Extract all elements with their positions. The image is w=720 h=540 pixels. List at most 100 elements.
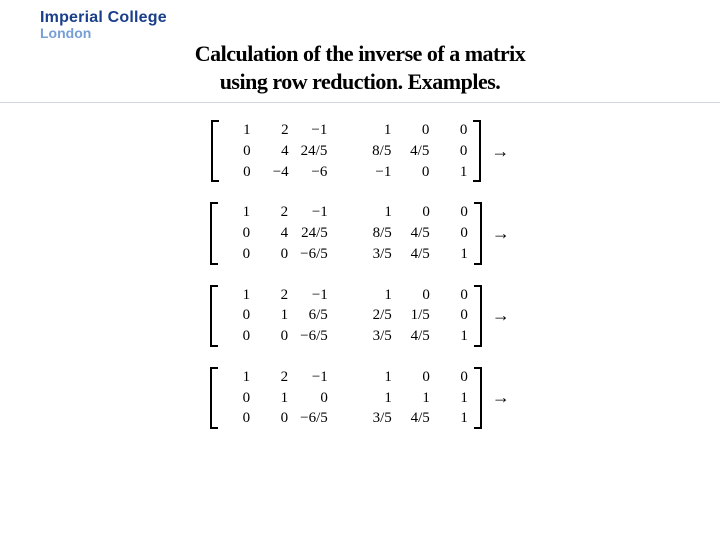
matrix-cell: 0 [436,223,474,244]
matrix-gap [334,223,360,244]
matrix-cell: 0 [398,285,436,306]
matrix-cell: 2 [256,202,294,223]
matrix-cell: −6 [295,162,334,183]
matrix-cell: −4 [257,162,295,183]
matrix-cell: 0 [218,223,256,244]
arrow-icon: → [490,305,510,326]
matrix-cell: −6/5 [294,244,334,265]
matrix-gap [334,285,360,306]
matrix-cell: 3/5 [360,326,398,347]
left-bracket [210,202,218,264]
title-line-2: using row reduction. Examples. [220,69,501,94]
augmented-matrix: 12−110001011100−6/53/54/51 [218,367,474,429]
header-divider [0,102,720,103]
matrix-cell: 4 [256,223,294,244]
matrix-cell: 1/5 [398,305,436,326]
matrix-cell: 2/5 [360,305,398,326]
bracketed-matrix: 12−11000424/58/54/500−4−6−101 [211,120,482,182]
matrix-steps: 12−11000424/58/54/500−4−6−101→12−1100042… [0,120,720,429]
matrix-cell: 4/5 [397,141,435,162]
matrix-gap [334,305,360,326]
matrix-cell: 0 [218,244,256,265]
matrix-cell: 1 [360,285,398,306]
matrix-cell: 0 [397,120,435,141]
matrix-gap [334,202,360,223]
matrix-step: 12−11000424/58/54/5000−6/53/54/51→ [210,202,510,264]
arrow-icon: → [489,141,509,162]
matrix-cell: 1 [218,202,256,223]
matrix-cell: 4/5 [398,326,436,347]
matrix-cell: 0 [397,162,435,183]
bracketed-matrix: 12−110001011100−6/53/54/51 [210,367,482,429]
matrix-step: 12−1100016/52/51/5000−6/53/54/51→ [210,285,510,347]
matrix-row: 0−4−6−101 [219,162,474,183]
matrix-cell: 0 [436,305,474,326]
matrix-cell: 1 [435,162,473,183]
augmented-matrix: 12−11000424/58/54/5000−6/53/54/51 [218,202,474,264]
augmented-matrix: 12−11000424/58/54/500−4−6−101 [219,120,474,182]
matrix-cell: 0 [256,408,294,429]
matrix-cell: 0 [218,326,256,347]
matrix-cell: 0 [256,244,294,265]
slide-title: Calculation of the inverse of a matrix u… [195,40,526,95]
right-bracket [474,285,482,347]
matrix-cell: 0 [218,408,256,429]
matrix-cell: 8/5 [360,223,398,244]
right-bracket [474,367,482,429]
matrix-row: 00−6/53/54/51 [218,408,474,429]
matrix-cell: 1 [436,388,474,409]
right-bracket [474,202,482,264]
matrix-cell: 1 [218,367,256,388]
matrix-cell: −1 [294,202,334,223]
matrix-gap [334,388,360,409]
matrix-gap [334,408,360,429]
matrix-row: 0424/58/54/50 [218,223,474,244]
matrix-cell: 1 [359,120,397,141]
matrix-cell: 2 [256,367,294,388]
matrix-cell: 0 [398,367,436,388]
matrix-cell: 24/5 [294,223,334,244]
matrix-row: 016/52/51/50 [218,305,474,326]
matrix-cell: 1 [360,202,398,223]
arrow-icon: → [490,387,510,408]
matrix-cell: 0 [398,202,436,223]
matrix-gap [333,162,359,183]
matrix-cell: 1 [219,120,257,141]
matrix-row: 12−1100 [218,202,474,223]
matrix-cell: 1 [436,244,474,265]
slide: Imperial College London Calculation of t… [0,0,720,540]
matrix-cell: −1 [294,367,334,388]
matrix-cell: 8/5 [359,141,397,162]
matrix-cell: 6/5 [294,305,334,326]
left-bracket [210,367,218,429]
matrix-cell: 0 [435,141,473,162]
matrix-cell: 0 [435,120,473,141]
matrix-row: 12−1100 [219,120,474,141]
matrix-step: 12−110001011100−6/53/54/51→ [210,367,510,429]
matrix-cell: 0 [256,326,294,347]
matrix-cell: −6/5 [294,326,334,347]
matrix-cell: 1 [360,388,398,409]
matrix-cell: 0 [219,141,257,162]
matrix-cell: 1 [218,285,256,306]
matrix-row: 010111 [218,388,474,409]
matrix-cell: 1 [398,388,436,409]
matrix-step: 12−11000424/58/54/500−4−6−101→ [211,120,510,182]
matrix-cell: 0 [436,367,474,388]
matrix-row: 12−1100 [218,285,474,306]
matrix-cell: 0 [436,202,474,223]
left-bracket [210,285,218,347]
matrix-row: 12−1100 [218,367,474,388]
matrix-gap [334,367,360,388]
matrix-cell: −1 [295,120,334,141]
arrow-icon: → [490,223,510,244]
matrix-cell: 3/5 [360,408,398,429]
matrix-cell: 4/5 [398,244,436,265]
matrix-cell: −1 [359,162,397,183]
matrix-cell: 0 [294,388,334,409]
matrix-cell: 1 [436,326,474,347]
matrix-gap [334,244,360,265]
matrix-row: 00−6/53/54/51 [218,244,474,265]
matrix-cell: 2 [256,285,294,306]
matrix-cell: 24/5 [295,141,334,162]
